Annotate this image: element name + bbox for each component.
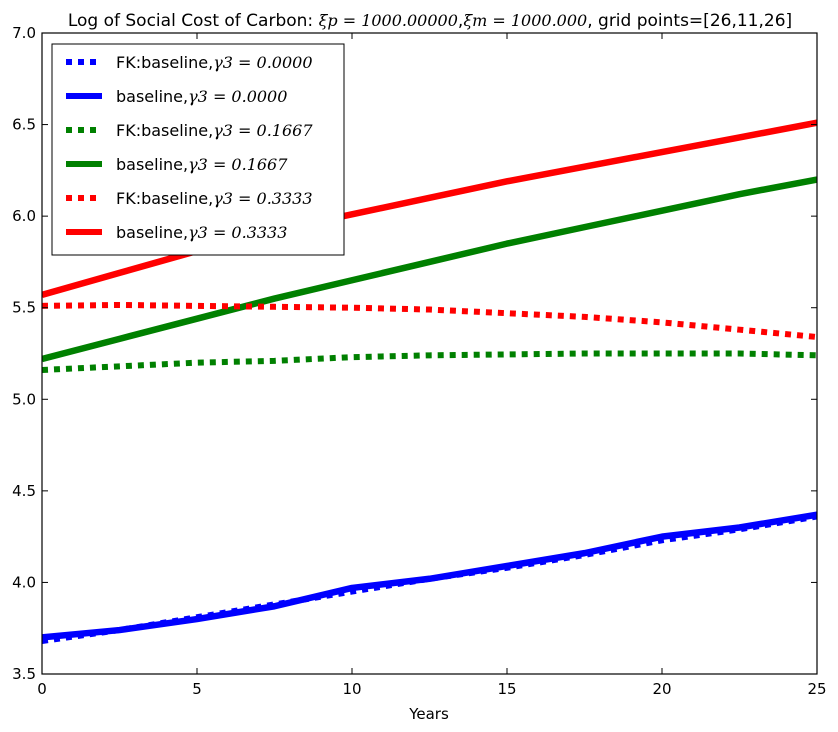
y-axis: 3.5 4.0 4.5 5.0 5.5 6.0 6.5 7.0 xyxy=(12,24,817,683)
chart-title: Log of Social Cost of Carbon: ξp = 1000.… xyxy=(68,11,792,31)
x-axis-label: Years xyxy=(408,705,449,723)
x-tick-label: 0 xyxy=(37,680,47,698)
legend-label-2: baseline,γ3 = 0.0000 xyxy=(116,87,287,106)
y-tick-label: 6.0 xyxy=(12,207,36,225)
series-line-4 xyxy=(42,176,817,363)
y-tick-label: 3.5 xyxy=(12,665,36,683)
x-axis: 0 5 10 15 20 25 xyxy=(37,33,827,698)
x-tick-label: 5 xyxy=(192,680,202,698)
x-tick-label: 10 xyxy=(342,680,361,698)
plot-frame xyxy=(41,32,818,675)
x-tick-label: 20 xyxy=(652,680,671,698)
title-xi-m: ξm = 1000.000 xyxy=(463,11,587,30)
legend-label-3: FK:baseline,γ3 = 0.1667 xyxy=(116,121,313,140)
series-line-3 xyxy=(42,350,817,373)
legend-label-6: baseline,γ3 = 0.3333 xyxy=(116,223,287,242)
series-line-6 xyxy=(42,119,817,299)
series-line-2 xyxy=(42,511,817,641)
series-line-5 xyxy=(42,301,817,341)
y-tick-label: 4.5 xyxy=(12,482,36,500)
x-tick-label: 15 xyxy=(497,680,516,698)
y-tick-label: 7.0 xyxy=(12,24,36,42)
legend-label-5: FK:baseline,γ3 = 0.3333 xyxy=(116,189,313,208)
y-tick-label: 5.5 xyxy=(12,299,36,317)
series-layer xyxy=(42,119,817,645)
title-separator: , xyxy=(458,11,463,31)
y-tick-label: 5.0 xyxy=(12,390,36,408)
x-tick-label: 25 xyxy=(807,680,826,698)
title-xi-p: ξp = 1000.00000 xyxy=(319,11,458,30)
y-tick-label: 4.0 xyxy=(12,573,36,591)
title-suffix: , grid points=[26,11,26] xyxy=(587,11,792,31)
legend-box xyxy=(51,43,345,256)
legend-label-1: FK:baseline,γ3 = 0.0000 xyxy=(116,53,313,72)
legend: FK:baseline,γ3 = 0.0000 baseline,γ3 = 0.0… xyxy=(51,43,345,256)
y-tick-label: 6.5 xyxy=(12,116,36,134)
legend-label-4: baseline,γ3 = 0.1667 xyxy=(116,155,288,174)
title-prefix: Log of Social Cost of Carbon: xyxy=(68,11,319,31)
